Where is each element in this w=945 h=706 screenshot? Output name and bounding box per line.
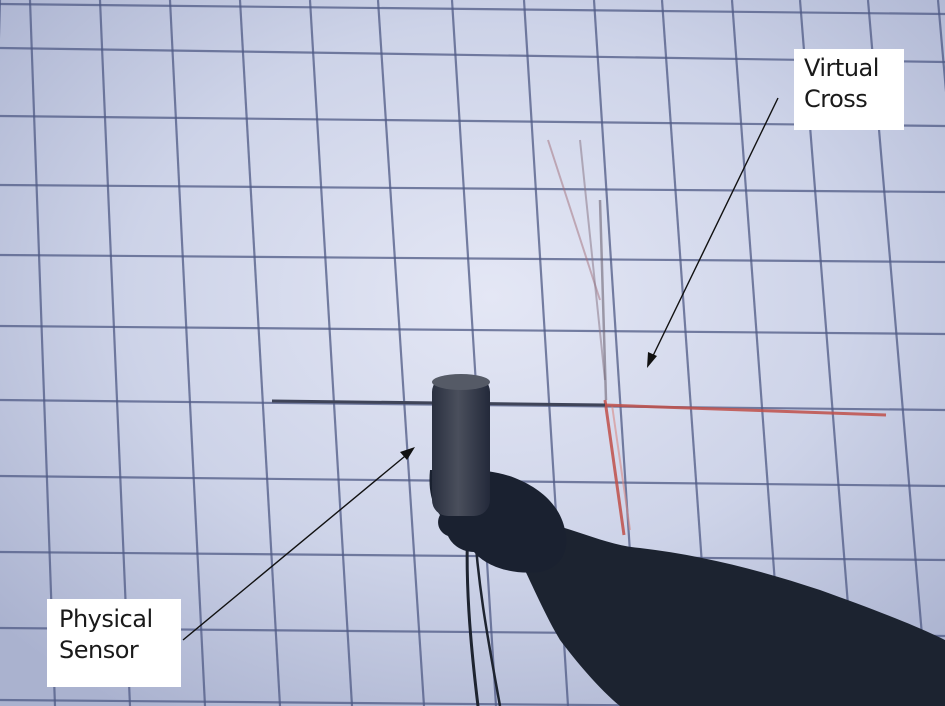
physical-sensor-label-line2: Sensor <box>59 636 139 665</box>
physical-sensor-arrowhead <box>400 447 415 460</box>
grid-line-vertical <box>376 0 426 706</box>
grid-line-horizontal <box>0 550 945 562</box>
physical-sensor-arrow-line <box>182 451 411 641</box>
virtual-cross-vertical <box>603 399 626 536</box>
annotation-arrows <box>182 97 779 641</box>
grid-line-horizontal <box>0 324 945 336</box>
virtual-cross-ghost-line <box>598 199 608 401</box>
grid-line-horizontal <box>0 46 945 64</box>
virtual-cross-label-line2: Cross <box>804 85 868 114</box>
grid-line-horizontal <box>0 2 945 16</box>
grid-line-vertical <box>450 0 498 706</box>
arm-sleeve <box>520 520 945 706</box>
virtual-cross-label: Virtual Cross <box>794 49 904 130</box>
physical-sensor-top <box>432 374 490 390</box>
grid-line-horizontal <box>0 114 945 128</box>
virtual-cross-horizontal-red <box>604 403 887 417</box>
virtual-cross-ghost-line <box>547 139 601 301</box>
physical-sensor-label: Physical Sensor <box>47 599 181 687</box>
virtual-cross-ghost-line <box>579 139 606 381</box>
virtual-cross-vertical-shadow <box>611 404 631 531</box>
grid-line-vertical <box>308 0 354 706</box>
virtual-cross-arrowhead <box>647 352 657 368</box>
virtual-cross-arrow-line <box>649 97 779 363</box>
physical-sensor-label-line1: Physical <box>59 605 153 633</box>
hand-and-arm-silhouette <box>429 374 945 706</box>
physical-sensor-body <box>432 376 490 516</box>
grid-line-horizontal <box>0 183 945 194</box>
virtual-cross-label-line1: Virtual <box>804 54 879 82</box>
grid-line-horizontal <box>0 253 945 264</box>
grid-line-vertical <box>28 0 57 706</box>
grid-line-horizontal <box>0 698 839 706</box>
